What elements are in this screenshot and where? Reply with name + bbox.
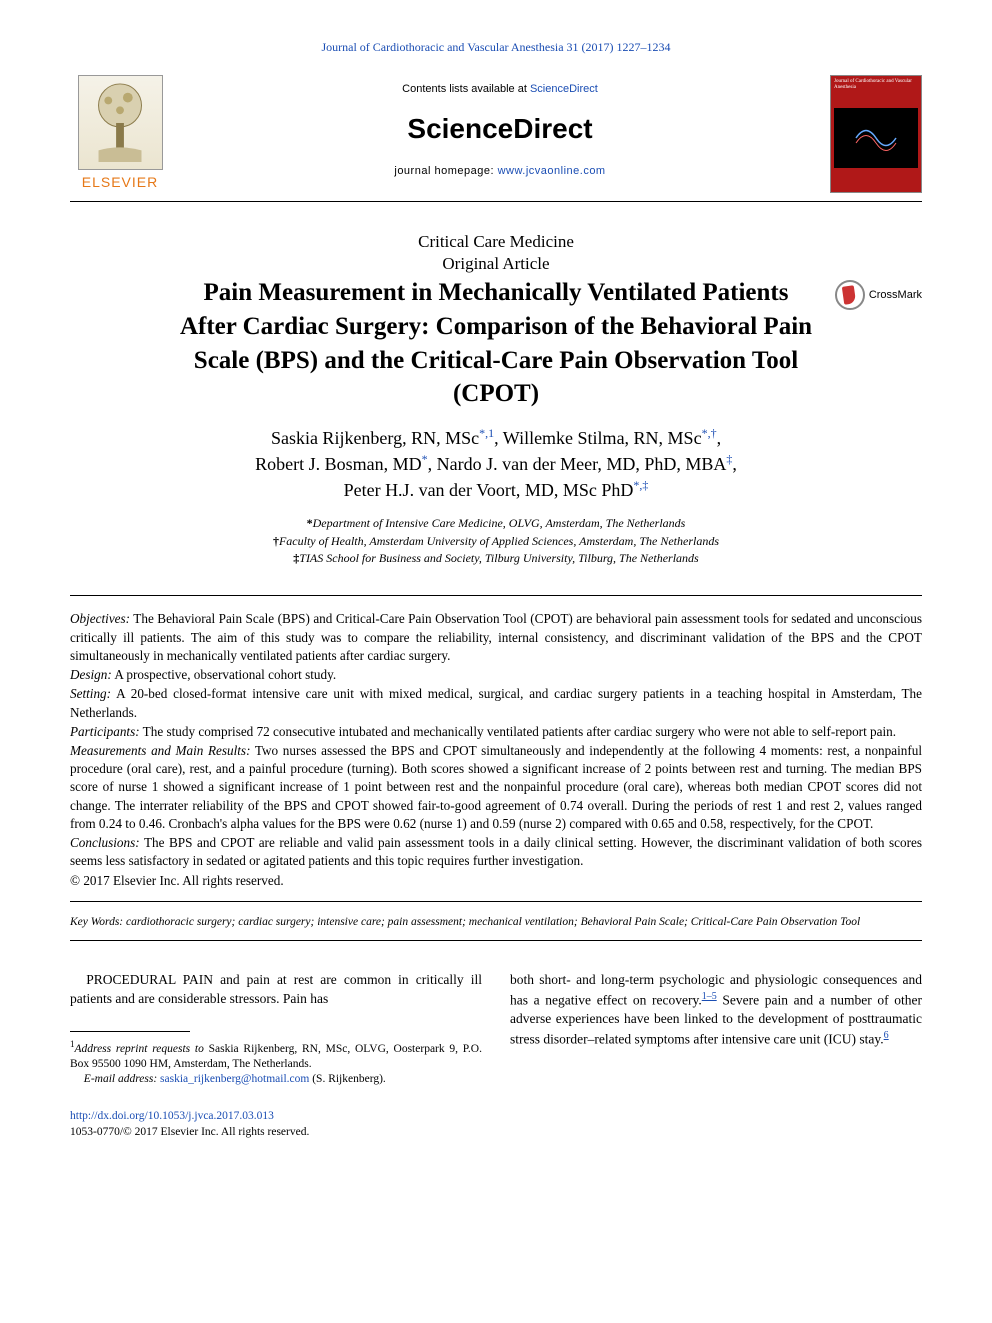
- center-header: Contents lists available at ScienceDirec…: [170, 75, 830, 177]
- footnotes: 1Address reprint requests to Saskia Rijk…: [70, 1038, 482, 1088]
- contents-prefix: Contents lists available at: [402, 83, 530, 95]
- setting-label: Setting:: [70, 686, 111, 701]
- author-2-sup[interactable]: *,†: [702, 426, 717, 440]
- elsevier-wordmark: ELSEVIER: [70, 174, 170, 190]
- email-suffix: (S. Rijkenberg).: [309, 1073, 385, 1085]
- aff2-text: Faculty of Health, Amsterdam University …: [279, 534, 719, 548]
- keywords-label: Key Words:: [70, 916, 123, 928]
- body-col-left: PROCEDURAL PAIN and pain at rest are com…: [70, 971, 482, 1140]
- cover-title-text: Journal of Cardiothoracic and Vascular A…: [834, 79, 918, 90]
- author-2: Willemke Stilma, RN, MSc: [503, 428, 702, 448]
- author-4: Nardo J. van der Meer, MD, PhD, MBA: [437, 454, 727, 474]
- homepage-prefix: journal homepage:: [394, 165, 497, 177]
- ref-link-6[interactable]: 6: [884, 1030, 889, 1041]
- design-label: Design:: [70, 667, 112, 682]
- corresponding-email-link[interactable]: saskia_rijkenberg@hotmail.com: [160, 1073, 309, 1085]
- contents-available-line: Contents lists available at ScienceDirec…: [190, 83, 810, 95]
- author-1-sup[interactable]: *,1: [479, 426, 494, 440]
- sciencedirect-link[interactable]: ScienceDirect: [530, 83, 598, 95]
- article-title: Pain Measurement in Mechanically Ventila…: [176, 276, 816, 411]
- measurements-label: Measurements and Main Results:: [70, 743, 250, 758]
- conclusions-text: The BPS and CPOT are reliable and valid …: [70, 835, 922, 868]
- divider: [70, 201, 922, 202]
- aff3-text: TIAS School for Business and Society, Ti…: [299, 551, 698, 565]
- participants-label: Participants:: [70, 724, 140, 739]
- elsevier-logo[interactable]: ELSEVIER: [70, 75, 170, 190]
- homepage-line: journal homepage: www.jcvaonline.com: [190, 165, 810, 177]
- design-text: A prospective, observational cohort stud…: [112, 667, 336, 682]
- keywords-block: Key Words: cardiothoracic surgery; cardi…: [70, 902, 922, 941]
- keywords-text: cardiothoracic surgery; cardiac surgery;…: [123, 916, 860, 928]
- elsevier-tree-icon: [78, 75, 163, 170]
- aff1-text: Department of Intensive Care Medicine, O…: [313, 516, 686, 530]
- cover-image-icon: [834, 108, 918, 168]
- author-4-sup[interactable]: ‡: [726, 452, 732, 466]
- header-citation[interactable]: Journal of Cardiothoracic and Vascular A…: [70, 40, 922, 55]
- conclusions-label: Conclusions:: [70, 835, 140, 850]
- author-1: Saskia Rijkenberg, RN, MSc: [271, 428, 479, 448]
- author-3-sup[interactable]: *: [422, 452, 428, 466]
- body-para-1: PROCEDURAL PAIN and pain at rest are com…: [70, 971, 482, 1009]
- issn-copyright: 1053-0770/© 2017 Elsevier Inc. All right…: [70, 1126, 309, 1138]
- author-list: Saskia Rijkenberg, RN, MSc*,1, Willemke …: [70, 425, 922, 503]
- participants-text: The study comprised 72 consecutive intub…: [140, 724, 896, 739]
- doi-block: http://dx.doi.org/10.1053/j.jvca.2017.03…: [70, 1108, 482, 1140]
- crossmark-icon: [835, 280, 865, 310]
- crossmark-badge[interactable]: CrossMark: [835, 280, 922, 310]
- affiliations: *Department of Intensive Care Medicine, …: [70, 515, 922, 567]
- abstract-box: Objectives: The Behavioral Pain Scale (B…: [70, 595, 922, 901]
- header-row: ELSEVIER Contents lists available at Sci…: [70, 75, 922, 193]
- copyright-line: © 2017 Elsevier Inc. All rights reserved…: [70, 872, 922, 890]
- homepage-link[interactable]: www.jcvaonline.com: [498, 165, 606, 177]
- objectives-text: The Behavioral Pain Scale (BPS) and Crit…: [70, 611, 922, 662]
- article-section-1: Critical Care Medicine: [70, 232, 922, 252]
- reprint-label: Address reprint requests to: [75, 1042, 204, 1054]
- objectives-label: Objectives:: [70, 611, 130, 626]
- article-section-2: Original Article: [70, 254, 922, 274]
- body-columns: PROCEDURAL PAIN and pain at rest are com…: [70, 971, 922, 1140]
- ref-link-1-5[interactable]: 1–5: [702, 991, 717, 1002]
- crossmark-label: CrossMark: [869, 289, 922, 301]
- sciencedirect-brand: ScienceDirect: [190, 113, 810, 145]
- footnote-separator: [70, 1031, 190, 1032]
- setting-text: A 20-bed closed-format intensive care un…: [70, 686, 922, 719]
- author-5-sup[interactable]: *,‡: [633, 478, 648, 492]
- author-3: Robert J. Bosman, MD: [255, 454, 422, 474]
- body-col-right: both short- and long-term psychologic an…: [510, 971, 922, 1140]
- journal-cover-thumbnail[interactable]: Journal of Cardiothoracic and Vascular A…: [830, 75, 922, 193]
- doi-link[interactable]: http://dx.doi.org/10.1053/j.jvca.2017.03…: [70, 1110, 274, 1122]
- email-label: E-mail address:: [84, 1073, 157, 1085]
- author-5: Peter H.J. van der Voort, MD, MSc PhD: [344, 480, 634, 500]
